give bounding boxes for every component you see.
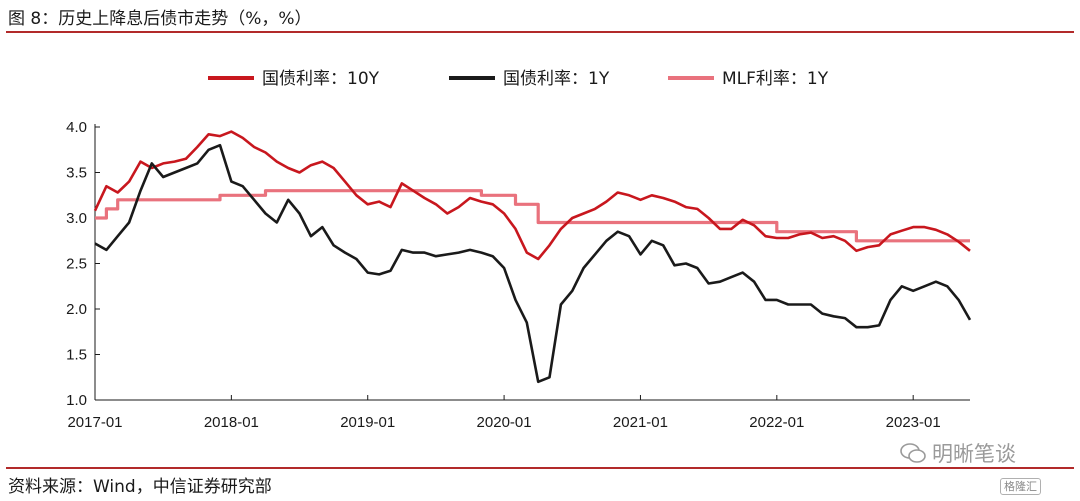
- watermark: 明晰笔谈: [900, 438, 1016, 468]
- y-tick-label: 1.0: [66, 392, 87, 409]
- series-line-10y: [93, 130, 971, 261]
- series-line-mlf: [95, 189, 970, 243]
- x-tick-label: 2019-01: [340, 414, 395, 431]
- x-tick-label: 2020-01: [477, 414, 532, 431]
- x-tick-label: 2023-01: [886, 414, 941, 431]
- source-note: 资料来源：Wind，中信证券研究部: [8, 477, 272, 497]
- x-ticks: 2017-01 2018-01 2019-01 2020-01 2021-01 2022-…: [67, 395, 941, 431]
- y-tick-label: 2.0: [66, 301, 87, 318]
- title-rule: [6, 31, 1074, 33]
- legend: 国债利率：10Y 国债利率：1Y MLF利率：1Y: [208, 69, 829, 89]
- source-badge: 格隆汇: [1000, 478, 1041, 495]
- chat-icon: [900, 443, 926, 463]
- y-tick-label: 3.0: [66, 210, 87, 227]
- source-rule: [6, 467, 1074, 469]
- legend-label-1y: 国债利率：1Y: [503, 69, 610, 89]
- x-tick-label: 2022-01: [749, 414, 804, 431]
- x-tick-label: 2017-01: [67, 414, 122, 431]
- y-tick-label: 3.5: [66, 165, 87, 182]
- series-layer: [93, 130, 972, 384]
- legend-label-mlf: MLF利率：1Y: [722, 69, 829, 89]
- figure-title: 图 8：历史上降息后债市走势（%，%）: [8, 9, 312, 29]
- y-tick-label: 4.0: [66, 119, 87, 136]
- watermark-label: 明晰笔谈: [932, 442, 1016, 466]
- legend-label-10y: 国债利率：10Y: [262, 69, 380, 89]
- y-ticks: 1.0 1.5 2.0 2.5 3.0 3.5 4.0: [66, 119, 100, 409]
- y-tick-label: 2.5: [66, 256, 87, 273]
- x-tick-label: 2021-01: [613, 414, 668, 431]
- y-tick-label: 1.5: [66, 347, 87, 364]
- series-line-1y: [94, 143, 972, 384]
- x-tick-label: 2018-01: [204, 414, 259, 431]
